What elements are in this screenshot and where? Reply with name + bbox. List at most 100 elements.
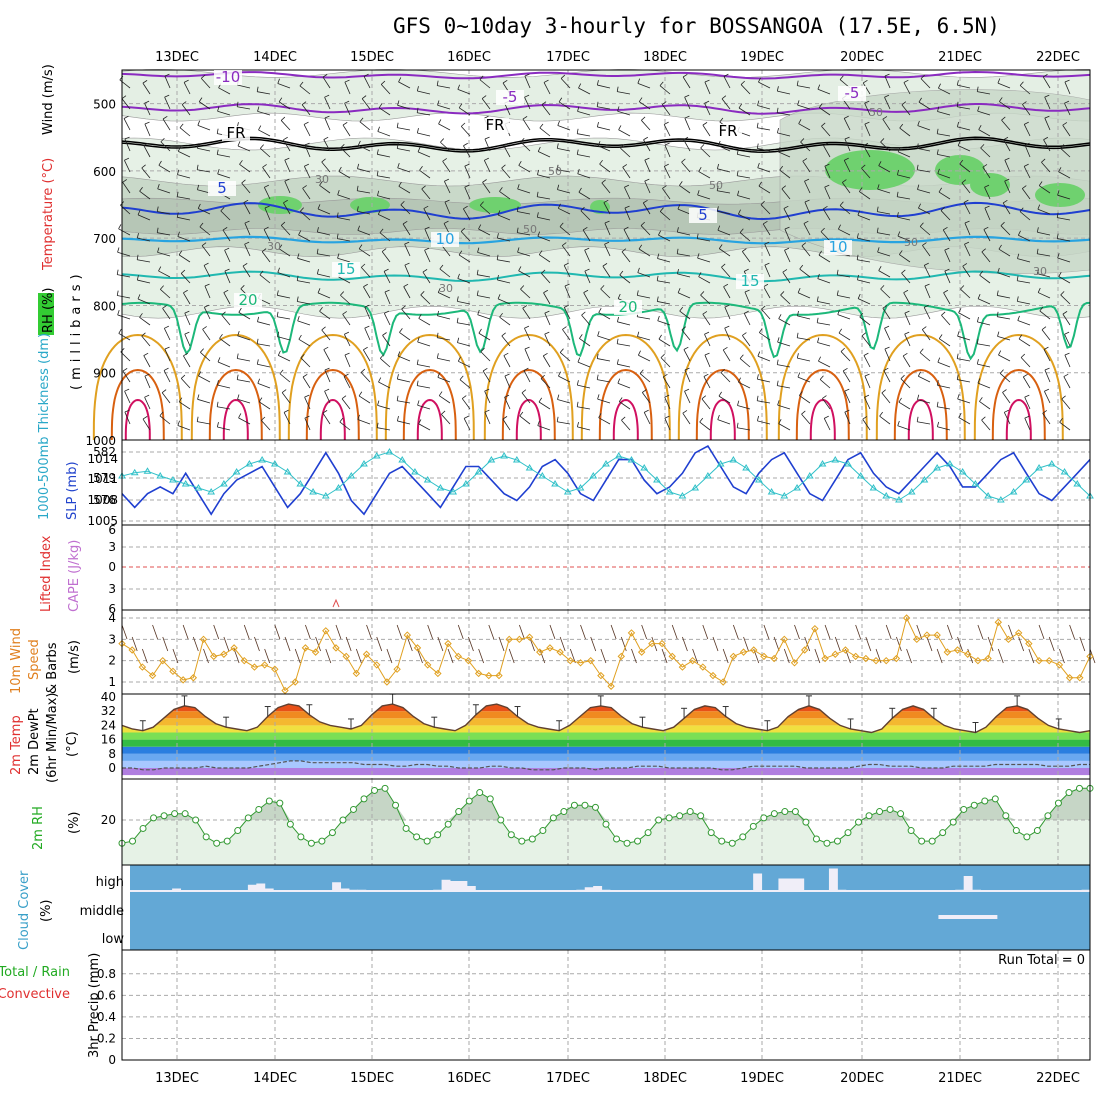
wind-speed-point [250, 663, 259, 671]
wind-barb [1002, 202, 1011, 215]
wind-barb [337, 238, 351, 242]
rh-point [139, 824, 147, 832]
wind-barb [357, 419, 371, 425]
thickness-point [869, 484, 878, 491]
wind-barb [277, 83, 291, 89]
wind-barb-flag [124, 409, 130, 413]
temp-band [122, 704, 1090, 712]
wind-barb [157, 232, 171, 236]
wind-barb-flag [679, 306, 684, 312]
wind-barb-flag [524, 94, 530, 98]
wind-barb [315, 636, 321, 652]
isotherm-minus5 [121, 103, 1091, 115]
wind-barb-flag [1037, 287, 1041, 293]
wind-barb-flag [544, 310, 550, 314]
wind-barb [157, 251, 171, 257]
wind-barb-flag [1042, 410, 1047, 414]
wind-barb-flag [1004, 409, 1009, 413]
temp-axis-label-2: 2m DewPt [27, 708, 42, 775]
wind-speed-point [393, 665, 401, 673]
cape-axis-label: CAPE (J/kg) [67, 540, 82, 612]
wind-barb [877, 188, 891, 194]
wind-barb [401, 308, 411, 320]
wind-barb-flag [440, 138, 445, 143]
contour-label-bg [208, 181, 236, 196]
wind-barb-flag [782, 269, 788, 273]
wind-barb-flag [217, 169, 220, 175]
isotherm-35 [319, 398, 346, 440]
rh-point [455, 808, 463, 816]
date-label-top: 14DEC [253, 50, 297, 65]
wind-barb-flag [557, 184, 560, 190]
thickness-point [1009, 488, 1018, 495]
isotherm-label: FR [485, 116, 504, 134]
high-cloud-bar [963, 876, 973, 891]
wind-barb-flag [738, 103, 743, 109]
wind-barb-flag [740, 80, 745, 85]
wind-barb-flag [796, 332, 799, 338]
wind-speed-point [1065, 674, 1074, 682]
wind-barb [658, 338, 671, 347]
wind-barb [177, 236, 191, 242]
wind-barb-flag [1019, 207, 1024, 212]
wind-barb-flag [257, 106, 260, 112]
wind-barb-flag [257, 378, 260, 384]
wind-barb [958, 312, 971, 320]
wind-barb-flag [676, 268, 679, 274]
wind-barb [201, 245, 211, 257]
wind-barb [898, 401, 911, 410]
wind-barb [322, 412, 331, 425]
wind-barb-flag [581, 311, 586, 316]
wind-barb-flag [344, 331, 350, 335]
wind-barb-flag [617, 316, 620, 322]
wind-barb [358, 145, 371, 152]
wind-barb-flag [717, 225, 721, 231]
wind-barb-flag [817, 337, 820, 343]
wind-barb [262, 167, 271, 179]
wind-barb-flag [464, 163, 470, 167]
wind-barb [377, 131, 391, 137]
wind-barb-flag [856, 233, 859, 239]
wind-barb [261, 251, 271, 263]
wind-barb [597, 145, 611, 152]
wind-barb-flag [699, 417, 704, 423]
wind10m-ylabel: 10m Wind Speed & Barbs (m/s) [9, 628, 82, 694]
rh-point [171, 810, 179, 818]
wind-barb-flag [896, 212, 899, 218]
wind-barb-flag [456, 317, 459, 323]
wind-barb [577, 426, 591, 431]
rh-point [886, 805, 894, 813]
wind-barb [121, 624, 128, 640]
wind-barb [539, 254, 551, 263]
wind-barb-flag [236, 101, 239, 107]
rh-point [465, 797, 473, 805]
wind-barb-flag [364, 304, 370, 308]
wind-barb [344, 334, 351, 347]
wind-barb-flag [676, 227, 679, 233]
wind-barb [280, 120, 291, 131]
wind-barb [440, 141, 451, 152]
thickness-point [156, 472, 165, 479]
wind-barb [437, 636, 444, 652]
wind-barb-flag [198, 371, 202, 377]
temp-tick: 16 [101, 733, 116, 747]
wind-barb [1043, 139, 1051, 152]
wind-barb-flag [123, 115, 129, 119]
rh-point [1044, 812, 1052, 820]
wind-barb [764, 264, 771, 278]
wind-barb [977, 624, 984, 640]
precip-tick: 0.8 [97, 967, 116, 981]
wind-barb-flag [416, 128, 419, 134]
wind-barb [603, 202, 611, 215]
wind-barb-flag [457, 273, 460, 279]
wind-barb [537, 425, 551, 431]
wind-barb [997, 82, 1011, 89]
wind-barb-flag [184, 331, 190, 335]
wind-barb-flag [882, 305, 888, 309]
wind-barb [281, 392, 291, 404]
wind-barb [797, 337, 811, 341]
wind-barb [904, 312, 911, 326]
wind-speed-point [536, 648, 544, 656]
wind-barb-flag [338, 166, 342, 172]
rh-point [760, 814, 768, 822]
